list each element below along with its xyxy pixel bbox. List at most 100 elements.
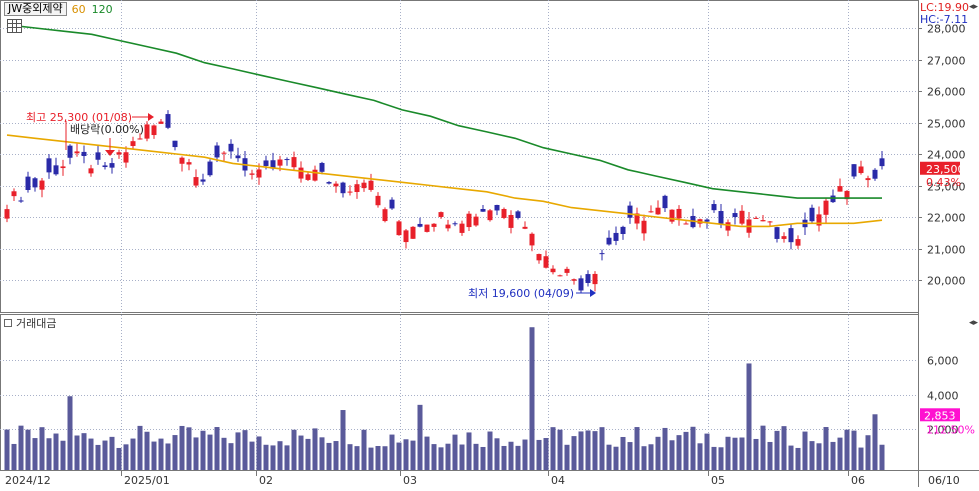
volume-bar xyxy=(669,440,675,470)
volume-bar xyxy=(67,396,73,470)
candle-body xyxy=(452,223,458,225)
candle-body xyxy=(767,221,773,223)
volume-bar xyxy=(417,404,423,470)
candle-body xyxy=(683,223,689,225)
volume-bar xyxy=(697,443,703,470)
volume-bar xyxy=(263,444,269,470)
candle-body xyxy=(102,165,108,168)
ma120-legend[interactable]: 120 xyxy=(91,2,113,16)
candle-body xyxy=(11,191,17,197)
candle-body xyxy=(410,226,416,239)
candle-body xyxy=(109,163,115,168)
panel-resize-bottom-icon[interactable]: ◂▸ xyxy=(969,318,979,328)
candle-body xyxy=(144,124,150,139)
date-label: 02 xyxy=(259,474,273,487)
volume-bar xyxy=(711,446,717,470)
volume-bar xyxy=(39,427,45,470)
volume-bar xyxy=(298,435,304,470)
candle-body xyxy=(270,160,276,169)
volume-bar xyxy=(172,435,178,470)
candle-body xyxy=(480,208,486,212)
ma60-line xyxy=(6,134,883,228)
panel-toggle-icon[interactable] xyxy=(4,319,12,327)
candle-body xyxy=(368,180,374,190)
low-annotation: 최저 19,600 (04/09) xyxy=(468,287,574,300)
volume-bar xyxy=(739,437,745,470)
candle-body xyxy=(291,157,297,168)
volume-bar xyxy=(277,441,283,470)
volume-bar xyxy=(284,445,290,470)
candle-body xyxy=(711,204,717,211)
candle-body xyxy=(95,152,101,160)
volume-bar xyxy=(382,446,388,470)
volume-bar xyxy=(578,431,584,470)
candle-body xyxy=(501,208,507,218)
ma60-legend[interactable]: 60 xyxy=(71,2,86,16)
volume-bar xyxy=(431,444,437,470)
volume-bar xyxy=(543,438,549,470)
candle-body xyxy=(774,227,780,239)
stock-name-label[interactable]: JW중외제약 xyxy=(4,2,67,16)
candle-body xyxy=(522,226,528,229)
volume-bar xyxy=(144,431,150,470)
candle-body xyxy=(550,268,556,273)
volume-bar xyxy=(634,427,640,470)
price-tick-label: 27,000 xyxy=(927,55,966,68)
volume-bar xyxy=(291,429,297,470)
volume-bar xyxy=(515,445,521,470)
volume-bar xyxy=(74,435,80,470)
candle-body xyxy=(732,213,738,218)
candle-body xyxy=(417,223,423,227)
volume-bar xyxy=(627,442,633,470)
candle-body xyxy=(788,228,794,243)
candle-body xyxy=(158,121,164,124)
price-tick-label: 24,000 xyxy=(927,149,966,162)
volume-bar xyxy=(872,414,878,470)
candle-body xyxy=(53,165,59,175)
price-tick-label: 28,000 xyxy=(927,23,966,36)
candle-body xyxy=(466,213,472,228)
volume-tick-label: 2,000 xyxy=(927,424,959,437)
volume-bar xyxy=(753,438,759,470)
volume-badge-value: 2,853 xyxy=(924,409,956,422)
candle-body xyxy=(263,160,269,166)
candle-body xyxy=(200,179,206,182)
candle-body xyxy=(284,159,290,161)
volume-bar xyxy=(60,440,66,470)
volume-bar xyxy=(641,446,647,470)
candle-body xyxy=(186,162,192,165)
volume-bar xyxy=(529,327,535,470)
candle-body xyxy=(347,191,353,193)
volume-bar xyxy=(445,443,451,470)
price-badge-value: 23,500 xyxy=(926,163,965,176)
volume-bar xyxy=(214,427,220,470)
candle-body xyxy=(669,209,675,222)
date-label: 03 xyxy=(403,474,417,487)
hc-stat: HC:-7.11 xyxy=(920,13,969,26)
volume-bar xyxy=(788,445,794,470)
candle-body xyxy=(375,195,381,206)
candle-body xyxy=(305,174,311,180)
price-tick-label: 22,000 xyxy=(927,212,966,225)
candle-body xyxy=(214,145,220,158)
panel-resize-top-icon[interactable]: ◂▸ xyxy=(969,2,979,12)
price-badge xyxy=(920,161,960,175)
volume-bar xyxy=(879,444,885,470)
candle-body xyxy=(599,253,605,255)
volume-badge xyxy=(920,408,960,422)
date-label: 06/10 xyxy=(928,474,960,487)
candle-body xyxy=(424,224,430,232)
candle-body xyxy=(459,223,465,233)
volume-bar xyxy=(389,434,395,470)
table-grid-icon[interactable] xyxy=(7,19,22,33)
volume-bar xyxy=(746,363,752,470)
volume-bar xyxy=(207,434,213,470)
candle-body xyxy=(760,220,766,222)
candle-body xyxy=(627,205,633,218)
volume-bar xyxy=(781,426,787,470)
candle-body xyxy=(536,254,542,261)
volume-bar xyxy=(228,443,234,470)
candle-body xyxy=(137,138,143,140)
